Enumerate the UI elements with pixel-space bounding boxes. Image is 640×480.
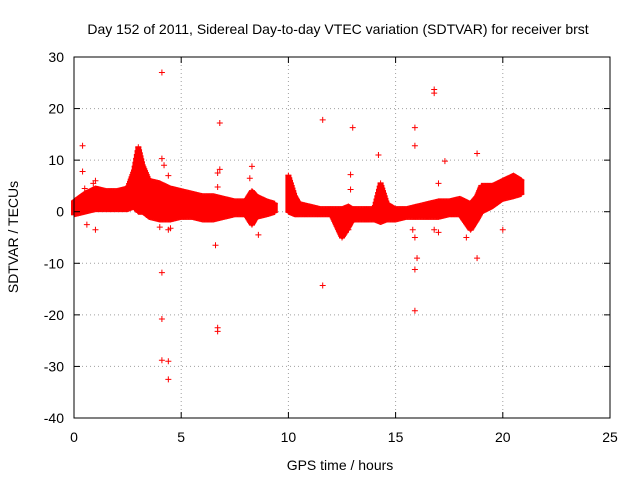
- outlier-point: [347, 171, 354, 178]
- y-tick-label: -10: [44, 255, 64, 271]
- outlier-point: [165, 172, 172, 179]
- x-tick-label: 5: [177, 429, 185, 445]
- outlier-point: [349, 124, 356, 131]
- y-tick-label: -30: [44, 358, 64, 374]
- outlier-point: [92, 177, 99, 184]
- outlier-point: [414, 255, 421, 262]
- outlier-point: [246, 175, 253, 182]
- outlier-point: [248, 163, 255, 170]
- outlier-point: [319, 282, 326, 289]
- outlier-point: [83, 221, 90, 228]
- outlier-point: [216, 166, 223, 173]
- outlier-point: [214, 328, 221, 335]
- outlier-point: [216, 120, 223, 127]
- y-tick-label: 10: [48, 152, 64, 168]
- outlier-point: [81, 185, 88, 192]
- axis-layer: 0 5 10 15 20 25 -40 -30 -20 -10 0 10 20 30: [44, 49, 618, 445]
- sample-point: [137, 153, 144, 160]
- outlier-point: [161, 162, 168, 169]
- x-tick-label: 0: [70, 429, 78, 445]
- outlier-point: [165, 358, 172, 365]
- outlier-point: [411, 307, 418, 314]
- outlier-point: [165, 376, 172, 383]
- y-tick-label: -20: [44, 307, 64, 323]
- outlier-point: [411, 234, 418, 241]
- y-tick-label: 20: [48, 101, 64, 117]
- y-tick-label: 0: [56, 204, 64, 220]
- sample-cluster: [271, 202, 278, 213]
- outlier-point: [411, 124, 418, 131]
- outlier-point: [214, 170, 221, 177]
- sample-point: [138, 156, 145, 163]
- y-tick-label: 30: [48, 49, 64, 65]
- outlier-point: [411, 266, 418, 273]
- sample-point: [518, 177, 525, 184]
- outlier-point: [79, 168, 86, 175]
- x-axis-label: GPS time / hours: [287, 457, 394, 473]
- x-tick-label: 20: [495, 429, 511, 445]
- y-axis-label: SDTVAR / TECUs: [5, 181, 21, 293]
- data-layer: [71, 69, 525, 383]
- sample-point: [136, 147, 143, 154]
- outlier-point: [411, 142, 418, 149]
- sample-cluster: [518, 179, 525, 195]
- outlier-point: [212, 242, 219, 249]
- outlier-point: [167, 225, 174, 232]
- sample-point: [271, 200, 278, 207]
- outlier-point: [441, 158, 448, 165]
- outlier-point: [435, 180, 442, 187]
- outlier-point: [319, 116, 326, 123]
- outlier-point: [499, 226, 506, 233]
- outlier-point: [435, 229, 442, 236]
- outlier-point: [158, 269, 165, 276]
- outlier-point: [431, 226, 438, 233]
- sample-point: [271, 208, 278, 215]
- outlier-point: [158, 357, 165, 364]
- outlier-point: [474, 150, 481, 157]
- outlier-point: [474, 255, 481, 262]
- outlier-point: [214, 183, 221, 190]
- plot-frame: [73, 56, 611, 419]
- x-tick-label: 15: [388, 429, 404, 445]
- outlier-point: [158, 69, 165, 76]
- outlier-point: [409, 226, 416, 233]
- sample-point: [138, 159, 145, 166]
- outlier-point: [347, 186, 354, 193]
- outlier-point: [158, 155, 165, 162]
- outlier-point: [345, 226, 352, 233]
- sample-point: [136, 150, 143, 157]
- outlier-point: [431, 90, 438, 97]
- outlier-point: [255, 231, 262, 238]
- sample-point: [518, 190, 525, 197]
- x-tick-label: 10: [281, 429, 297, 445]
- outlier-point: [156, 224, 163, 231]
- sample-point: [135, 144, 142, 151]
- outlier-point: [463, 234, 470, 241]
- y-tick-label: -40: [44, 410, 64, 426]
- outlier-point: [92, 226, 99, 233]
- x-tick-label: 25: [602, 429, 618, 445]
- outlier-point: [79, 142, 86, 149]
- outlier-point: [158, 315, 165, 322]
- chart-title: Day 152 of 2011, Sidereal Day-to-day VTE…: [87, 21, 588, 37]
- outlier-point: [375, 151, 382, 158]
